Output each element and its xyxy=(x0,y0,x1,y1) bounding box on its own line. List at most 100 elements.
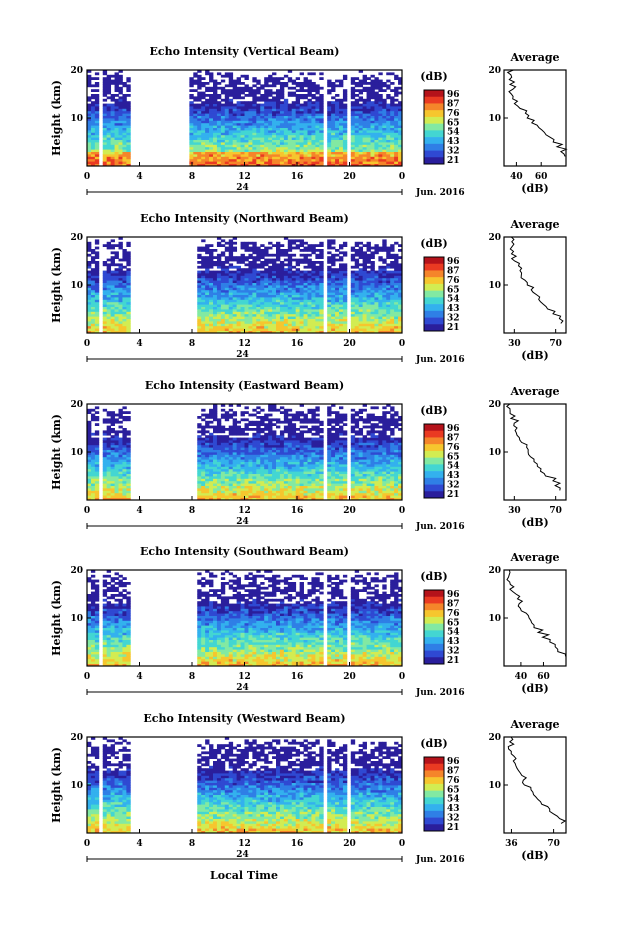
heatmap-cell xyxy=(240,442,245,446)
heatmap-cell xyxy=(342,106,348,109)
heatmap-cell xyxy=(378,113,383,116)
heatmap-cell xyxy=(110,239,115,243)
heatmap-cell xyxy=(283,161,289,164)
heatmap-cell xyxy=(268,292,273,295)
heatmap-cell xyxy=(216,464,222,467)
heatmap-cell xyxy=(201,459,206,462)
heatmap-cell xyxy=(110,79,115,83)
heatmap-cell xyxy=(244,280,249,283)
heatmap-cell xyxy=(232,163,238,167)
heatmap-cell xyxy=(240,497,245,501)
heatmap-cell xyxy=(370,79,375,83)
heatmap-cell xyxy=(366,325,371,329)
heatmap-cell xyxy=(213,270,218,274)
heatmap-cell xyxy=(331,158,336,162)
heatmap-cell xyxy=(90,321,96,324)
heatmap-cell xyxy=(303,253,308,257)
heatmap-cell xyxy=(339,98,344,102)
heatmap-cell xyxy=(295,306,301,310)
heatmap-cell xyxy=(213,294,218,298)
heatmap-cell xyxy=(382,106,387,109)
heatmap-cell xyxy=(87,299,92,303)
heatmap-cell xyxy=(354,142,360,145)
heatmap-cell xyxy=(106,130,112,133)
heatmap-cell xyxy=(331,146,336,150)
heatmap-cell xyxy=(240,485,245,489)
heatmap-cell xyxy=(283,309,289,312)
heatmap-cell xyxy=(106,246,112,250)
heatmap-cell xyxy=(390,311,395,315)
heatmap-cell xyxy=(228,251,234,255)
heatmap-cell xyxy=(303,261,308,264)
heatmap-cell xyxy=(252,79,257,83)
heatmap-cell xyxy=(106,471,112,474)
heatmap-cell xyxy=(122,432,127,436)
heatmap-cell xyxy=(291,86,297,90)
heatmap-cell xyxy=(327,151,332,155)
heatmap-cell xyxy=(287,70,293,73)
heatmap-cell xyxy=(264,311,269,315)
heatmap-cell xyxy=(358,144,364,148)
heatmap-cell xyxy=(232,444,238,448)
heatmap-cell xyxy=(224,483,230,486)
heatmap-cell xyxy=(268,285,273,288)
heatmap-cell xyxy=(398,287,403,291)
heatmap-cell xyxy=(94,77,100,80)
heatmap-cell xyxy=(272,120,277,124)
heatmap-cell xyxy=(398,134,403,138)
heatmap-cell xyxy=(205,430,210,434)
heatmap-cell xyxy=(232,86,238,90)
heatmap-cell xyxy=(370,82,375,85)
heatmap-cell xyxy=(339,285,344,288)
heatmap-cell xyxy=(339,292,344,295)
heatmap-cell xyxy=(264,323,269,327)
heatmap-cell xyxy=(390,154,395,157)
heatmap-cell xyxy=(350,289,356,293)
heatmap-cell xyxy=(264,142,269,145)
heatmap-cell xyxy=(228,454,234,458)
heatmap-cell xyxy=(342,309,348,312)
heatmap-cell xyxy=(224,416,230,419)
heatmap-cell xyxy=(189,96,194,100)
heatmap-cell xyxy=(319,156,324,160)
heatmap-cell xyxy=(268,101,273,104)
heatmap-cell xyxy=(358,139,364,143)
heatmap-cell xyxy=(279,86,285,90)
heatmap-cell xyxy=(244,268,249,271)
heatmap-cell xyxy=(102,297,108,300)
heatmap-cells xyxy=(87,70,403,167)
heatmap-cell xyxy=(287,249,293,252)
heatmap-cell xyxy=(205,118,210,121)
heatmap-cell xyxy=(283,144,289,148)
heatmap-cell xyxy=(299,304,304,307)
heatmap-cell xyxy=(197,261,202,264)
heatmap-cell xyxy=(390,108,395,112)
heatmap-cell xyxy=(87,442,92,446)
heatmap-cell xyxy=(350,321,356,324)
heatmap-cell xyxy=(394,98,399,102)
heatmap-cell xyxy=(335,306,340,310)
heatmap-cell xyxy=(220,106,226,109)
heatmap-cell xyxy=(331,301,336,305)
heatmap-cell xyxy=(232,287,238,291)
avg-frame xyxy=(503,69,567,167)
heatmap-cell xyxy=(354,98,360,102)
heatmap-cell xyxy=(370,311,375,315)
heatmap-cell xyxy=(118,237,123,240)
heatmap-cell xyxy=(224,158,230,162)
heatmap-cell xyxy=(228,325,234,329)
heatmap-cell xyxy=(319,144,324,148)
heatmap-cell xyxy=(216,447,222,450)
heatmap-cell xyxy=(252,304,257,307)
heatmap-cell xyxy=(279,127,285,131)
heatmap-cell xyxy=(264,146,269,150)
heatmap-cell xyxy=(197,323,202,327)
heatmap-cell xyxy=(118,154,123,157)
heatmap-cell xyxy=(201,151,206,155)
heatmap-cell xyxy=(216,132,222,136)
heatmap-cell xyxy=(252,323,257,327)
heatmap-cell xyxy=(252,113,257,116)
heatmap-cell xyxy=(327,294,332,298)
heatmap-cell xyxy=(268,270,273,274)
heatmap-cell xyxy=(114,483,119,486)
